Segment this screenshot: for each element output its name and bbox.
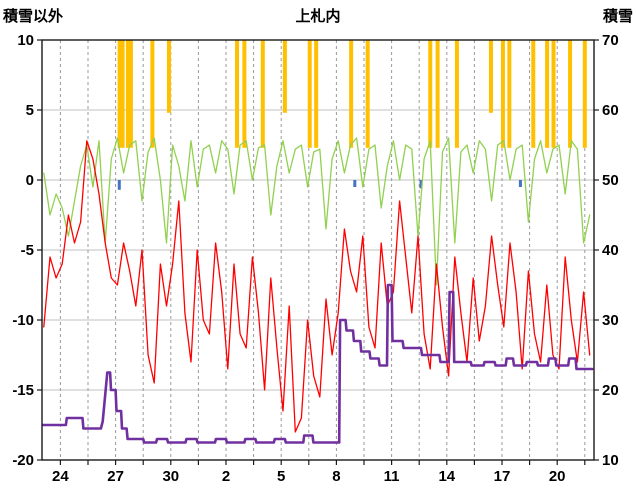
right-axis-title: 積雪 xyxy=(602,8,633,25)
orange-bar xyxy=(150,40,155,148)
orange-bar xyxy=(365,40,370,148)
x-axis-label: 17 xyxy=(494,468,511,485)
right-axis-label: 20 xyxy=(602,382,619,399)
precipitation-bars xyxy=(117,40,587,148)
tick-marks xyxy=(37,39,599,465)
x-axis-label: 30 xyxy=(162,468,179,485)
x-axis-label: 8 xyxy=(332,468,340,485)
left-axis-label: 0 xyxy=(26,172,34,189)
orange-bar xyxy=(314,40,319,148)
orange-bar xyxy=(454,40,459,148)
right-axis-label: 50 xyxy=(602,172,619,189)
left-axis-title: 積雪以外 xyxy=(3,8,64,25)
orange-bar xyxy=(117,40,125,148)
orange-bar xyxy=(435,40,440,148)
orange-bar xyxy=(307,40,312,148)
left-axis-label: -15 xyxy=(12,382,34,399)
orange-bar xyxy=(428,40,433,148)
x-axis-label: 24 xyxy=(52,468,69,485)
orange-bar xyxy=(260,40,265,148)
series-green-line xyxy=(43,137,591,286)
blue-mark xyxy=(353,180,357,187)
orange-bar xyxy=(507,40,512,148)
orange-bar xyxy=(551,40,556,148)
right-axis-label: 70 xyxy=(602,32,619,49)
orange-bar xyxy=(531,40,536,148)
blue-marks xyxy=(117,180,522,190)
left-axis-label: -10 xyxy=(12,312,34,329)
x-axis-label: 14 xyxy=(438,468,455,485)
orange-bar xyxy=(582,40,587,148)
chart-title: 上札内 xyxy=(295,8,341,25)
x-axis-label: 2 xyxy=(222,468,230,485)
series-red-line xyxy=(43,140,591,433)
left-axis-label: 5 xyxy=(26,102,34,119)
blue-mark xyxy=(419,180,423,189)
series-purple-snow-depth xyxy=(41,283,594,444)
orange-bar xyxy=(500,40,505,148)
right-axis-label: 30 xyxy=(602,312,619,329)
orange-bar xyxy=(242,40,247,148)
orange-bar xyxy=(166,40,171,113)
x-axis-label: 20 xyxy=(549,468,566,485)
x-axis-label: 27 xyxy=(107,468,124,485)
orange-bar xyxy=(545,40,550,148)
orange-bar xyxy=(125,40,133,148)
right-axis-label: 10 xyxy=(602,452,619,469)
orange-bar xyxy=(282,40,287,113)
right-axis-label: 40 xyxy=(602,242,619,259)
orange-bar xyxy=(235,40,240,148)
right-axis-label: 60 xyxy=(602,102,619,119)
left-axis-label: -5 xyxy=(21,242,34,259)
orange-bar xyxy=(349,40,354,148)
blue-mark xyxy=(518,180,522,187)
left-axis-label: -20 xyxy=(12,452,34,469)
left-axis-label: 10 xyxy=(17,32,34,49)
orange-bar xyxy=(488,40,493,113)
x-axis-label: 5 xyxy=(277,468,285,485)
x-axis-label: 11 xyxy=(384,468,400,485)
blue-mark xyxy=(117,180,121,190)
orange-bar xyxy=(568,40,573,148)
